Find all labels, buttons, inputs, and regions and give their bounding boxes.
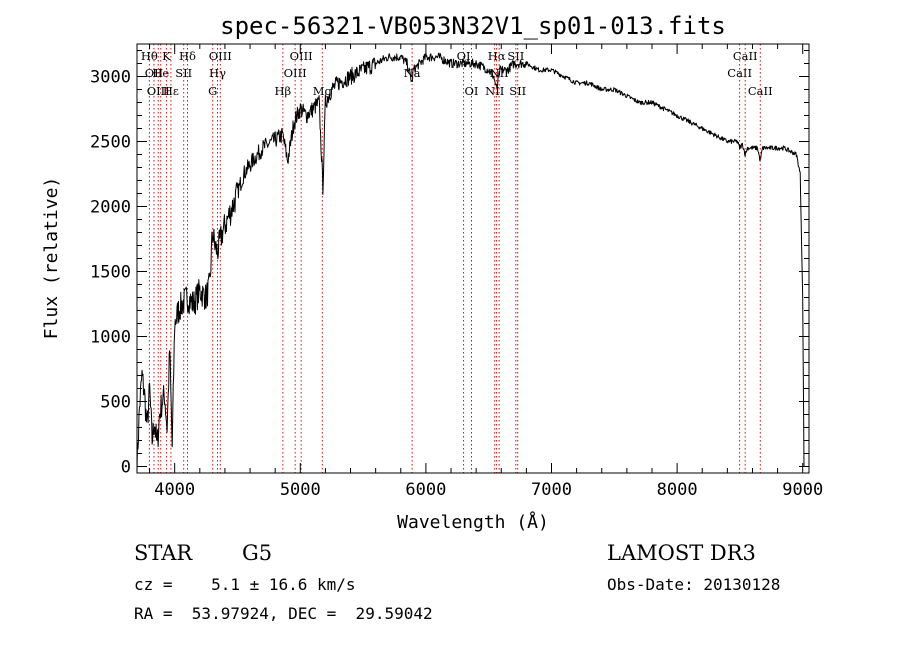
y-tick-label-1500: 1500 [90, 263, 131, 283]
line-mark-label-0: Hθ [141, 49, 158, 63]
line-mark-label-4: K [162, 49, 171, 63]
spectrum-line [136, 52, 805, 472]
line-mark-label-22: SII [509, 84, 526, 98]
chart-title: spec-56321-VB053N32V1_sp01-013.fits [220, 12, 726, 40]
line-mark-label-11: Hβ [274, 84, 291, 98]
line-mark-label-17: OI [465, 84, 479, 98]
line-mark-label-7: Hδ [179, 49, 196, 63]
x-tick-label-7000: 7000 [531, 480, 572, 500]
line-mark-label-5: Hε [163, 84, 179, 98]
redshift-text: cz = 5.1 ± 16.6 km/s [134, 575, 356, 594]
x-tick-label-9000: 9000 [782, 480, 823, 500]
line-mark-label-12: OIII [284, 66, 307, 80]
axis-ticks: 4000 5000 6000 7000 8000 9000 0 500 1000 1500 2000… [90, 44, 823, 500]
x-axis-label: Wavelength (Å) [397, 511, 549, 533]
line-mark-label-19: Hα [488, 49, 506, 63]
line-mark-label-2: OIII [147, 84, 170, 98]
line-mark-label-14: Mg [313, 84, 333, 98]
plot-frame [136, 43, 810, 474]
survey-label: LAMOST DR3 [607, 541, 756, 565]
line-marks: HθOIIOIIIHeKHεSIIHδGHγOIIIHβOIIIOIIIMgNa… [141, 44, 773, 473]
x-tick-label-4000: 4000 [154, 480, 195, 500]
y-tick-label-0: 0 [121, 458, 131, 478]
line-mark-label-8: G [208, 84, 217, 98]
line-mark-label-23: CaII [727, 66, 752, 80]
y-tick-label-1000: 1000 [90, 328, 131, 348]
obs-date-text: Obs-Date: 20130128 [607, 575, 780, 594]
line-mark-label-18: NII [485, 84, 504, 98]
line-mark-label-13: OIII [290, 49, 313, 63]
line-mark-label-16: OI [457, 49, 471, 63]
coords-text: RA = 53.97924, DEC = 29.59042 [134, 604, 433, 623]
class-label: STAR [134, 541, 193, 565]
line-mark-label-24: CaII [733, 49, 758, 63]
line-mark-label-21: SII [507, 49, 524, 63]
y-tick-label-3000: 3000 [90, 68, 131, 88]
line-mark-label-25: CaII [748, 84, 773, 98]
line-mark-label-6: SII [175, 66, 192, 80]
line-mark-label-3: He [152, 66, 169, 80]
x-tick-label-8000: 8000 [657, 480, 698, 500]
x-tick-label-5000: 5000 [280, 480, 321, 500]
y-tick-label-500: 500 [100, 393, 131, 413]
spectrum-series [136, 52, 805, 472]
y-tick-label-2500: 2500 [90, 133, 131, 153]
subclass-label: G5 [242, 541, 272, 565]
line-mark-label-9: Hγ [209, 66, 226, 80]
line-mark-label-10: OIII [209, 49, 232, 63]
y-axis-label: Flux (relative) [41, 177, 62, 340]
x-tick-label-6000: 6000 [405, 480, 446, 500]
y-tick-label-2000: 2000 [90, 198, 131, 218]
